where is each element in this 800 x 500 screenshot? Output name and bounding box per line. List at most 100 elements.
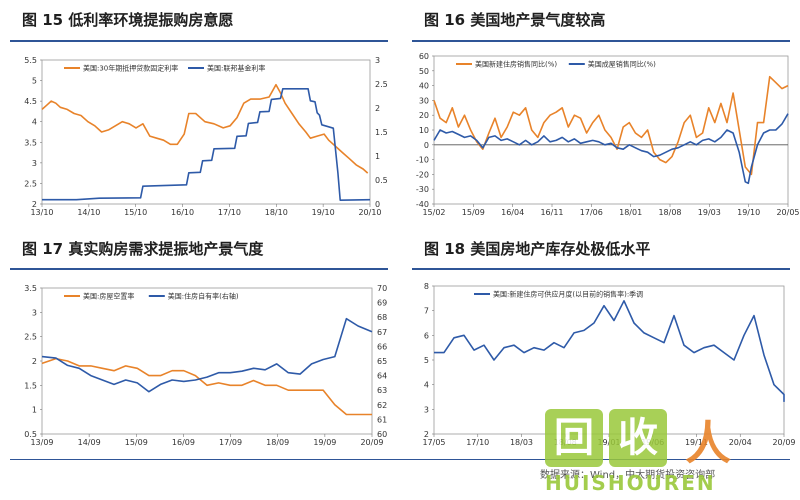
title-rule-fig18: [412, 268, 790, 270]
x-tick-label: 16/10: [171, 208, 194, 217]
chart-fig17: 0.5 1 1.5 2 2.5 3 3.5 60 61 62 63 64 65 66 67 68 69 70 13/…: [24, 284, 387, 447]
y-left-tick-label: 1: [32, 406, 37, 415]
title-rule-fig15: [10, 40, 388, 42]
x-tick-label: 17/05: [422, 438, 445, 447]
y-left-tick-label: 3: [32, 308, 37, 317]
y-right-tick-label: 63: [377, 386, 387, 395]
x-tick-label: 18/10: [265, 208, 288, 217]
x-tick-label: 16/04: [501, 208, 524, 217]
legend-label: 美国成屋销售同比(%): [588, 60, 656, 69]
y-left-tick-label: 2: [32, 200, 37, 209]
y-left-tick-label: 5: [32, 77, 37, 86]
y-left-tick-label: 4: [424, 381, 429, 390]
y-right-tick-label: 1: [375, 152, 380, 161]
watermark-char-2: 收: [609, 409, 667, 467]
y-left-tick-label: 6: [424, 331, 429, 340]
plot-frame: [433, 55, 789, 205]
y-left-tick-label: -40: [416, 200, 429, 209]
chart-title-fig15: 图 15 低利率环境提振购房意愿: [22, 11, 234, 29]
y-right-tick-label: 61: [377, 415, 387, 424]
y-right-tick-label: 3: [375, 56, 380, 65]
x-tick-label: 14/09: [78, 438, 101, 447]
plot-frame: [41, 287, 373, 435]
y-right-tick-label: 2: [375, 104, 380, 113]
x-tick-label: 17/10: [466, 438, 489, 447]
y-left-tick-label: 0: [424, 141, 429, 150]
legend-label: 美国:房屋空置率: [83, 292, 134, 301]
watermark-figure: 人: [685, 416, 731, 470]
y-left-tick-label: 3: [424, 405, 429, 414]
series-line-1: [433, 75, 789, 176]
x-tick-label: 20/10: [358, 208, 381, 217]
x-tick-label: 13/09: [30, 438, 53, 447]
series-line-1: [434, 299, 785, 402]
chart-title-fig17: 图 17 真实购房需求提振地产景气度: [22, 240, 264, 258]
plot-frame: [41, 59, 371, 205]
legend-label: 美国:新建住房可供应月度(以目前的销售率):季调: [493, 290, 643, 299]
x-tick-label: 18/01: [619, 208, 642, 217]
y-right-tick-label: 68: [377, 313, 387, 322]
x-tick-label: 13/10: [30, 208, 53, 217]
y-left-tick-label: 2: [424, 430, 429, 439]
x-tick-label: 19/10: [312, 208, 335, 217]
legend-label: 美国:住房自有率(右轴): [168, 292, 239, 301]
y-left-tick-label: 50: [419, 67, 429, 76]
y-left-tick-label: 1.5: [24, 381, 37, 390]
chart-fig16: -40 -30 -20 -10 0 10 20 30 40 50 60 15/02 15/09 16/04…: [416, 52, 800, 217]
y-left-tick-label: 30: [419, 96, 429, 105]
y-left-tick-label: 20: [419, 111, 429, 120]
y-right-tick-label: 69: [377, 299, 387, 308]
y-left-tick-label: 2.5: [24, 333, 37, 342]
series-line-1: [41, 357, 372, 416]
watermark-char-1: 回: [545, 409, 603, 467]
y-left-tick-label: 2.5: [24, 179, 37, 188]
y-right-tick-label: 70: [377, 284, 387, 293]
x-tick-label: 19/10: [737, 208, 760, 217]
y-left-tick-label: -30: [416, 185, 429, 194]
legend-label: 美国新建住房销售同比(%): [475, 60, 557, 69]
x-tick-label: 15/02: [422, 208, 445, 217]
x-tick-label: 18/09: [266, 438, 289, 447]
y-left-tick-label: 4.5: [24, 97, 37, 106]
x-tick-label: 17/09: [219, 438, 242, 447]
y-left-tick-label: 3.5: [24, 284, 37, 293]
x-tick-label: 16/11: [540, 208, 563, 217]
x-tick-label: 15/09: [462, 208, 485, 217]
y-right-tick-label: 0.5: [375, 176, 388, 185]
y-left-tick-label: -20: [416, 170, 429, 179]
y-left-tick-label: 2: [32, 357, 37, 366]
chart-title-fig18: 图 18 美国房地产库存处极低水平: [424, 240, 651, 258]
x-tick-label: 18/08: [658, 208, 681, 217]
x-tick-label: 19/09: [313, 438, 336, 447]
chart-title-fig16: 图 16 美国地产景气度较高: [424, 11, 606, 29]
y-left-tick-label: 0.5: [24, 430, 37, 439]
y-left-tick-label: -10: [416, 156, 429, 165]
y-right-tick-label: 0: [375, 200, 380, 209]
y-left-tick-label: 8: [424, 282, 429, 291]
bottom-rule: [10, 459, 790, 460]
y-right-tick-label: 1.5: [375, 128, 388, 137]
x-tick-label: 20/09: [360, 438, 383, 447]
source-note: 数据来源：Wind，中大期货投资咨询部: [540, 470, 716, 481]
legend-label: 美国:30年期抵押贷款固定利率: [83, 64, 178, 73]
series-line-2: [433, 113, 789, 185]
y-right-tick-label: 60: [377, 430, 387, 439]
x-tick-label: 16/09: [172, 438, 195, 447]
watermark: 回 收 人 HUISHOUREN: [545, 403, 775, 495]
y-right-tick-label: 67: [377, 328, 387, 337]
legend-label: 美国:联邦基金利率: [207, 64, 265, 73]
series-line-2: [41, 317, 373, 393]
y-right-tick-label: 66: [377, 342, 387, 351]
y-left-tick-label: 5.5: [24, 56, 37, 65]
y-left-tick-label: 4: [32, 118, 37, 127]
title-rule-fig16: [412, 40, 790, 42]
x-tick-label: 15/09: [125, 438, 148, 447]
y-left-tick-label: 3.5: [24, 138, 37, 147]
x-tick-label: 20/09: [772, 438, 795, 447]
y-right-tick-label: 64: [377, 372, 387, 381]
x-tick-label: 14/10: [77, 208, 100, 217]
y-left-tick-label: 10: [419, 126, 429, 135]
x-tick-label: 15/10: [124, 208, 147, 217]
y-right-tick-label: 62: [377, 401, 387, 410]
y-left-tick-label: 3: [32, 159, 37, 168]
